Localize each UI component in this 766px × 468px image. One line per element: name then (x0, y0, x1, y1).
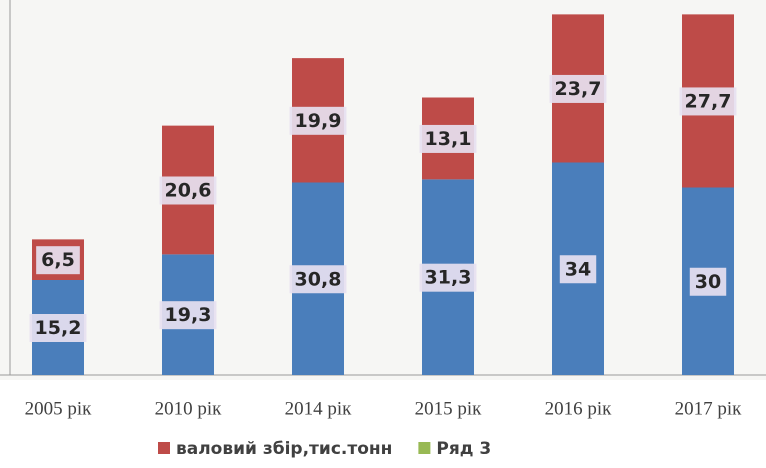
label-box (549, 74, 607, 103)
data-label: 30,8 (295, 268, 342, 290)
data-label: 19,3 (165, 304, 212, 326)
data-label: 20,6 (165, 180, 212, 202)
legend-swatch (418, 442, 431, 454)
label-box (289, 106, 347, 135)
label-box (159, 301, 217, 330)
label-box (289, 265, 347, 294)
x-tick-label: 2010 рік (155, 398, 223, 419)
label-box (679, 87, 737, 116)
background (0, 0, 766, 380)
x-tick-label: 2015 рік (415, 398, 483, 419)
legend-label: валовий збір,тис.тонн (176, 439, 392, 459)
label-box (419, 263, 477, 292)
data-label: 27,7 (685, 90, 732, 112)
data-label: 13,1 (425, 128, 472, 150)
x-tick-label: 2005 рік (25, 398, 93, 419)
label-box (559, 255, 597, 284)
label-box (29, 314, 87, 342)
data-label: 6,5 (41, 249, 75, 271)
label-box (689, 267, 727, 296)
x-tick-label: 2014 рік (285, 398, 353, 419)
data-label: 19,9 (295, 110, 342, 132)
legend-swatch (158, 442, 170, 454)
label-box (419, 124, 477, 153)
data-label: 30 (695, 271, 721, 293)
x-tick-label: 2017 рік (675, 398, 743, 419)
label-box (36, 246, 80, 275)
x-tick-label: 2016 рік (545, 398, 613, 419)
legend-label: Ряд 3 (436, 439, 491, 459)
data-label: 34 (565, 258, 591, 280)
data-label: 31,3 (425, 267, 472, 289)
data-label: 15,2 (35, 317, 82, 339)
data-label: 23,7 (555, 78, 602, 100)
label-box (159, 176, 217, 205)
